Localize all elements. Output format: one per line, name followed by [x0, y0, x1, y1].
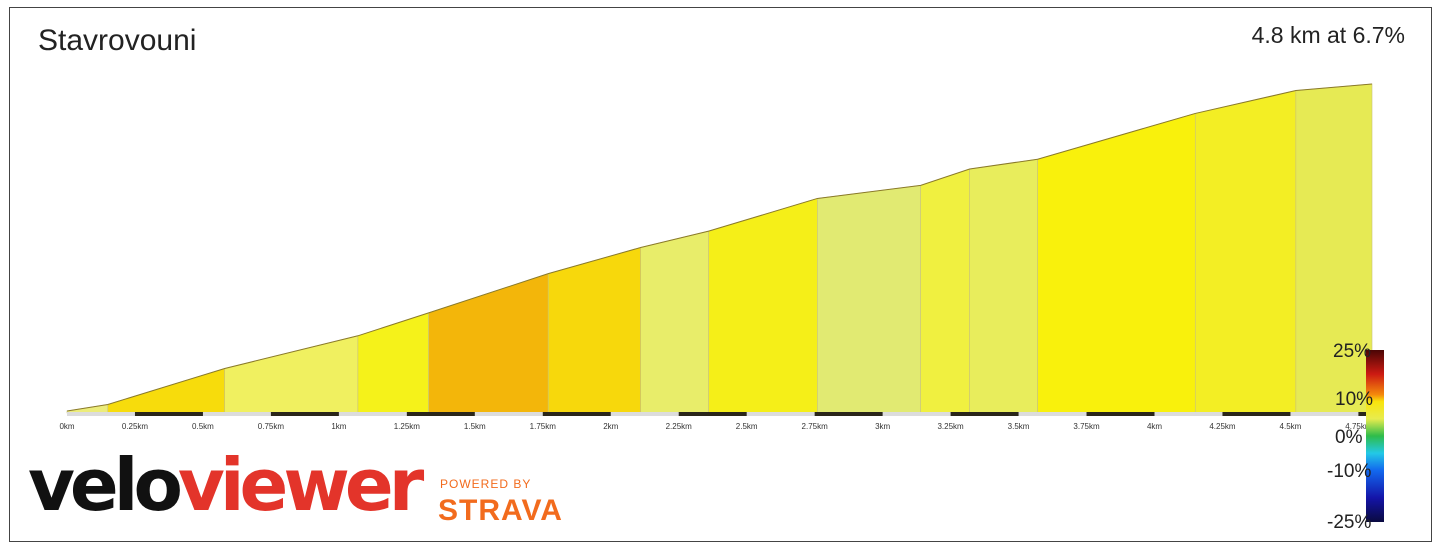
elevation-line	[66, 83, 1373, 412]
gradient-segment-14	[1295, 83, 1373, 414]
distance-bar	[814, 412, 883, 416]
gradient-segment-11	[969, 158, 1038, 414]
tick-label-1: 0.25km	[122, 422, 149, 431]
tick-label-9: 2.25km	[666, 422, 693, 431]
tick-label-19: 4.75km	[1345, 422, 1372, 431]
gradient-segment-6	[547, 247, 641, 414]
tick-label-5: 1.25km	[394, 422, 421, 431]
powered-by-text: POWERED BY	[440, 477, 532, 491]
tick-label-13: 3.25km	[937, 422, 964, 431]
gradient-segment-10	[920, 168, 970, 414]
distance-bar	[134, 412, 203, 416]
segment-summary: 4.8 km at 6.7%	[1251, 22, 1405, 48]
distance-bar	[542, 412, 611, 416]
tick-label-15: 3.75km	[1073, 422, 1100, 431]
gradient-segment-2	[107, 368, 225, 414]
tick-label-8: 2km	[603, 422, 618, 431]
legend-label-minus-10: -10%	[1327, 461, 1372, 482]
tick-label-16: 4km	[1147, 422, 1162, 431]
tick-label-11: 2.75km	[802, 422, 829, 431]
tick-label-3: 0.75km	[258, 422, 285, 431]
legend-label-0: 0%	[1335, 427, 1363, 448]
gradient-segment-9	[817, 185, 921, 414]
logo-velo-text: velo	[28, 443, 183, 527]
distance-axis	[67, 412, 1382, 416]
segment-title: Stavrovouni	[38, 24, 197, 57]
gradient-segment-7	[640, 230, 709, 414]
distance-bar	[1086, 412, 1155, 416]
gradient-colorbar	[1366, 350, 1384, 522]
tick-label-17: 4.25km	[1209, 422, 1236, 431]
legend-label-minus-25: -25%	[1327, 512, 1372, 533]
distance-bar	[950, 412, 1019, 416]
gradient-segment-3	[224, 335, 359, 414]
profile-outline	[66, 83, 1373, 412]
gradient-segment-12	[1037, 113, 1196, 414]
strava-logo[interactable]: STRAVA	[438, 494, 563, 527]
distance-bar	[406, 412, 475, 416]
tick-label-18: 4.5km	[1280, 422, 1302, 431]
tick-label-7: 1.75km	[530, 422, 557, 431]
gradient-segment-5	[428, 273, 549, 414]
logo-viewer-text: viewer	[177, 443, 424, 527]
gradient-segment-8	[708, 198, 818, 414]
gradient-segment-4	[357, 312, 429, 414]
distance-tick-labels: 0km 0.25km 0.5km 0.75km 1km 1.25km 1.5km 1.75km…	[59, 422, 1371, 431]
tick-label-10: 2.5km	[736, 422, 758, 431]
veloviewer-logo[interactable]: veloviewer	[28, 449, 424, 521]
distance-bar	[1358, 412, 1372, 416]
tick-label-14: 3.5km	[1008, 422, 1030, 431]
tick-label-4: 1km	[331, 422, 346, 431]
distance-bar	[270, 412, 339, 416]
tick-label-6: 1.5km	[464, 422, 486, 431]
distance-bar	[1222, 412, 1291, 416]
gradient-segment-13	[1194, 90, 1297, 414]
gradient-segments	[66, 83, 1373, 414]
tick-label-12: 3km	[875, 422, 890, 431]
distance-bar	[678, 412, 747, 416]
tick-label-2: 0.5km	[192, 422, 214, 431]
tick-label-0: 0km	[59, 422, 74, 431]
legend-label-10: 10%	[1335, 389, 1374, 410]
legend-label-25: 25%	[1333, 341, 1372, 362]
